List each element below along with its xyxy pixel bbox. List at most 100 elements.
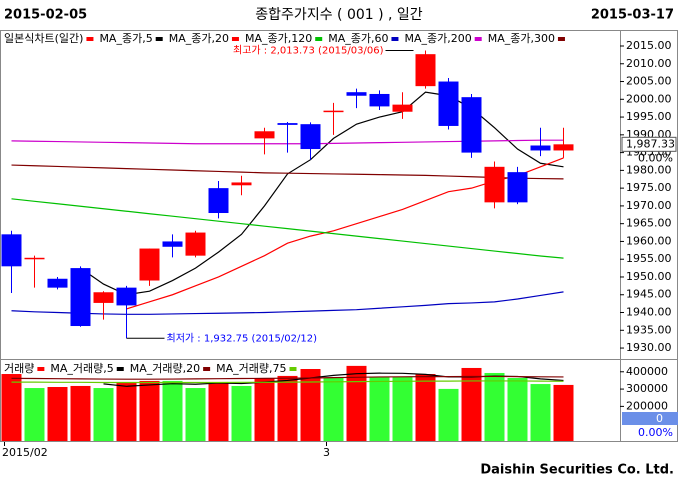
legend-marker [315,37,323,41]
last-price-box [621,136,677,152]
change-label: 0.00% [638,151,673,164]
volume-bar [415,374,436,441]
volume-bar [1,374,22,441]
candle-body [139,248,160,281]
volume-bar [231,385,252,441]
volume-bar [300,369,321,441]
legend-label: MA_거래량,5 [50,362,113,375]
volume-bar [323,378,344,441]
annotation: 최고가 : 2,013.73 (2015/03/06) [233,45,384,57]
y-tick-label: 1935.00 [626,323,672,336]
legend-label: MA_종가,5 [99,32,152,45]
volume-bar [24,388,45,441]
footer: Daishin Securities Co. Ltd. [480,463,674,478]
y-tick-label: 1975.00 [626,181,672,194]
legend-marker [474,37,482,41]
volume-bar [553,384,574,441]
legend-marker [391,37,399,41]
legend-label: MA_종가,120 [245,32,312,45]
volume-bar [369,376,390,441]
volume-bar [162,380,183,441]
candle-body [70,268,91,327]
candle-body [47,278,68,288]
volume-bar [277,375,298,441]
volume-bar [116,383,137,441]
candle-body [484,166,505,203]
y-tick-label: 1960.00 [626,234,672,247]
volume-bar [438,388,459,441]
volume-bar [507,378,528,441]
volume-bar [70,385,91,441]
legend-label: MA_종가,20 [169,32,229,45]
candle-body [323,110,344,113]
x-tick-label: 3 [323,446,330,459]
legend-label: MA_종가,300 [488,32,555,45]
y-tick-label: 1970.00 [626,199,672,212]
chart-title: 종합주가지수 ( 001 ) , 일간 [255,7,423,23]
candle-body [277,123,298,125]
candle-body [507,172,528,203]
legend-marker [37,367,45,371]
legend-marker [116,367,124,371]
x-tick-label: 2015/02 [2,446,48,459]
candle-body [300,124,321,150]
candle-body [185,232,206,256]
legend-label: MA_종가,60 [328,32,388,45]
volume-bar [93,388,114,441]
volume-bar [530,384,551,441]
y-tick-label: 1980.00 [626,163,672,176]
legend-marker [155,37,163,41]
annotation: 최저가 : 1,932.75 (2015/02/12) [167,332,318,344]
last-price: 1,987.33 [626,137,675,150]
candle-body [346,92,367,96]
volume-bar [47,387,68,441]
y-tick-label: 200000 [626,399,668,412]
candle-body [415,54,436,87]
legend-marker [203,367,211,371]
volume-change: 0.00% [638,426,673,439]
y-tick-label: 2015.00 [626,39,672,52]
candle-body [530,145,551,151]
legend-marker [289,367,297,371]
y-tick-label: 1955.00 [626,252,672,265]
legend-label: MA_종가,200 [404,32,471,45]
ma-line [11,198,564,259]
y-tick-label: 2000.00 [626,92,672,105]
y-tick-label: 2010.00 [626,57,672,70]
legend-label: 일본식차트(일간) [4,31,83,45]
y-tick-label: 1965.00 [626,217,672,230]
y-tick-label: 1940.00 [626,306,672,319]
ma-line [11,164,564,180]
legend-label: MA_거래량,75 [216,362,286,375]
y-tick-label: 1945.00 [626,288,672,301]
volume-last-box [622,412,678,425]
volume-bar [185,388,206,441]
candle-body [438,81,459,126]
ma-line [80,91,564,296]
start-date: 2015-02-05 [4,8,87,23]
volume-bar [139,380,160,441]
candle-body [208,188,229,214]
y-tick-label: 1930.00 [626,341,672,354]
legend-marker [86,37,94,41]
y-tick-label: 2005.00 [626,75,672,88]
volume-bar [346,365,367,441]
candle-body [553,144,574,151]
ma-line [11,380,564,384]
volume-bar [392,376,413,441]
candle-body [231,182,252,186]
volume-bar [208,381,229,441]
candle-body [24,257,45,260]
candle-body [254,131,275,139]
candle-body [93,292,114,303]
candle-body [162,241,183,247]
candle-body [461,97,482,153]
candle-body [116,287,137,306]
volume-bar [484,372,505,441]
y-tick-label: 300000 [626,382,668,395]
volume-bar [461,367,482,441]
legend-marker [231,37,239,41]
legend-label: MA_거래량,20 [130,362,200,375]
volume-bar [254,378,275,441]
end-date: 2015-03-17 [591,8,674,23]
